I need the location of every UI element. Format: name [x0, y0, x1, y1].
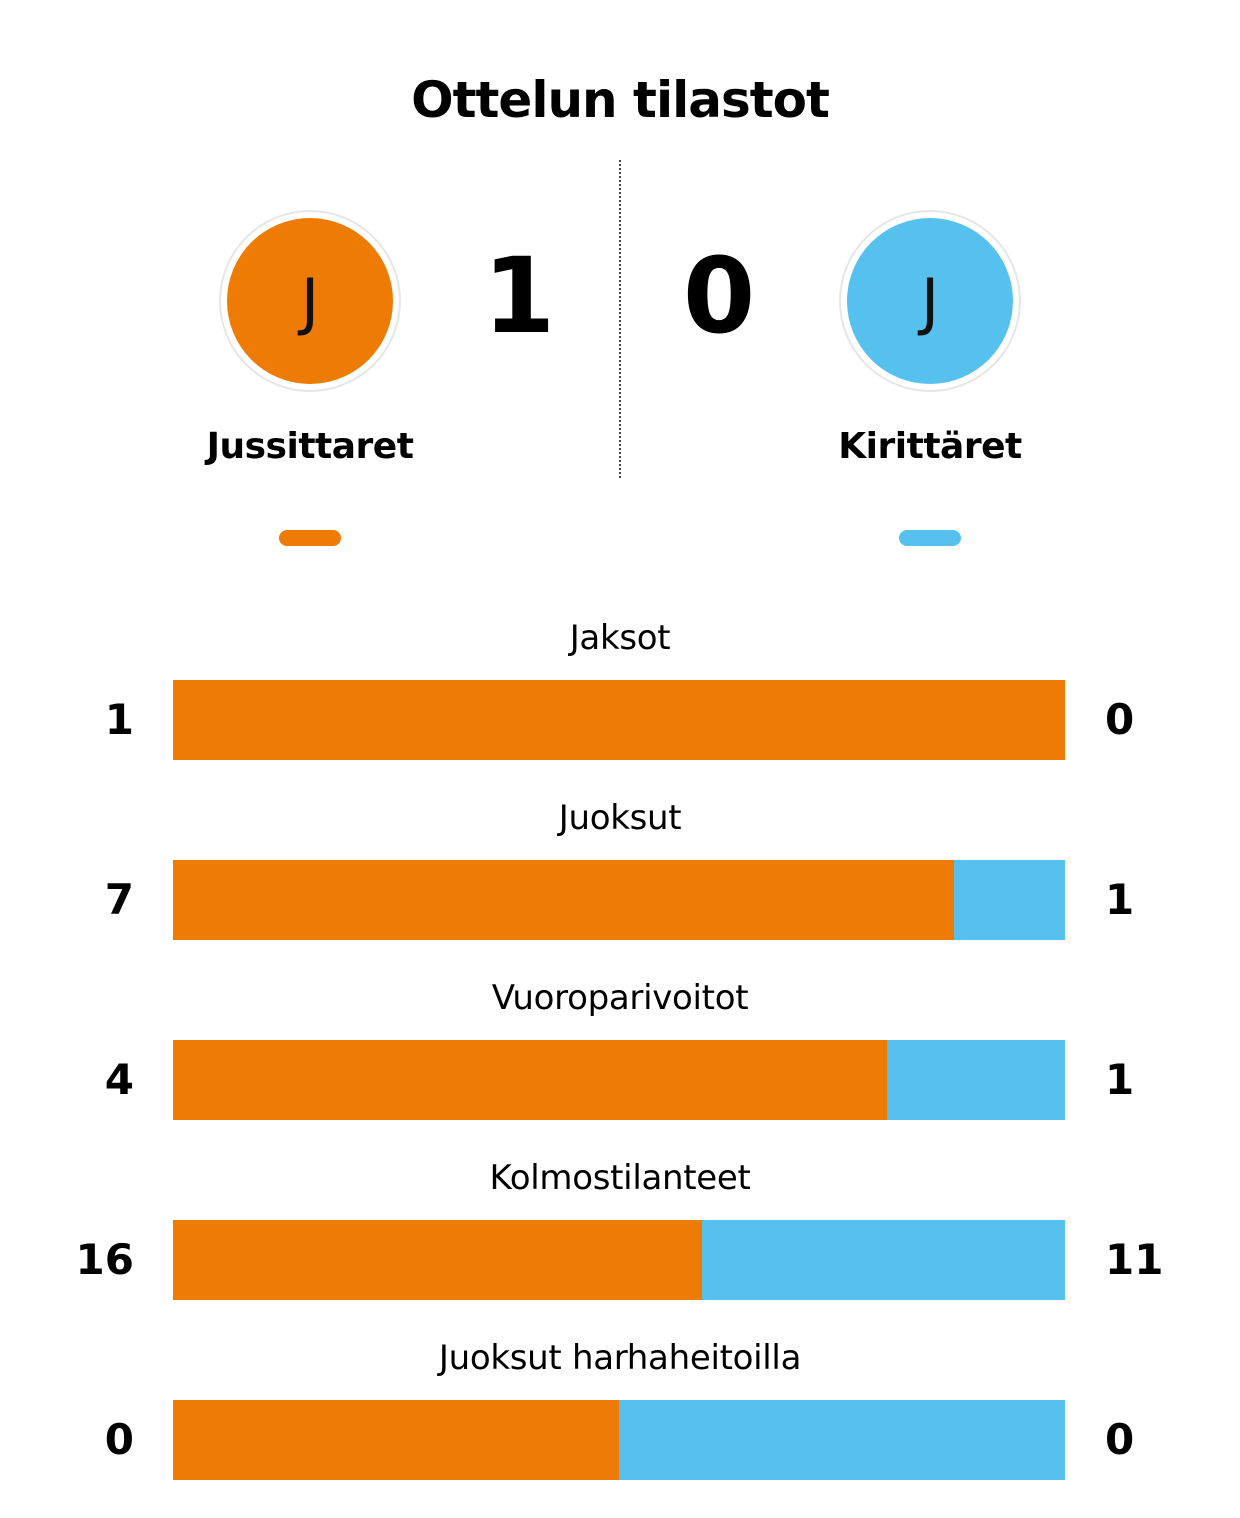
- stat-bar-home-segment: [173, 860, 954, 940]
- stat-label: Vuoroparivoitot: [491, 978, 749, 1018]
- stat-bar-home-segment: [173, 680, 1065, 760]
- stat-label: Juoksut: [558, 798, 682, 838]
- stat-home-value: 0: [104, 1415, 134, 1464]
- stat-bar-home-segment: [173, 1220, 702, 1300]
- stat-row: Juoksut 7 1: [0, 798, 1240, 978]
- stat-home-value: 7: [104, 875, 134, 924]
- away-team-logo: J: [839, 210, 1021, 392]
- home-team-logo: J: [219, 210, 401, 392]
- away-team-color-pill: [899, 530, 961, 546]
- stat-away-value: 1: [1105, 1055, 1135, 1104]
- stat-away-value: 0: [1105, 1415, 1135, 1464]
- home-team-color-pill: [279, 530, 341, 546]
- stat-bar: [173, 1400, 1065, 1480]
- away-team-logo-letter: J: [847, 218, 1013, 384]
- stat-bar-away-segment: [701, 1220, 1065, 1300]
- page-title: Ottelun tilastot: [411, 71, 830, 129]
- stat-home-value: 16: [75, 1235, 134, 1284]
- away-score: 0: [682, 235, 756, 357]
- stat-label: Jaksot: [569, 618, 671, 658]
- stat-bar-away-segment: [953, 860, 1065, 940]
- stat-row: Jaksot 1 0: [0, 618, 1240, 798]
- stat-label: Juoksut harhaheitoilla: [438, 1338, 802, 1378]
- stat-away-value: 0: [1105, 695, 1135, 744]
- stat-row: Vuoroparivoitot 4 1: [0, 978, 1240, 1158]
- stat-bar-home-segment: [173, 1040, 887, 1120]
- stat-bar: [173, 1220, 1065, 1300]
- stat-bar: [173, 680, 1065, 760]
- stat-bar-away-segment: [886, 1040, 1065, 1120]
- stat-bar: [173, 1040, 1065, 1120]
- stat-away-value: 11: [1105, 1235, 1164, 1284]
- home-team-logo-letter: J: [227, 218, 393, 384]
- stat-row: Juoksut harhaheitoilla 0 0: [0, 1338, 1240, 1518]
- score-divider: [619, 160, 621, 478]
- stat-home-value: 1: [104, 695, 134, 744]
- stat-bar-away-segment: [619, 1400, 1065, 1480]
- stat-bar: [173, 860, 1065, 940]
- home-team-name: Jussittaret: [206, 426, 414, 467]
- stat-row: Kolmostilanteet 16 11: [0, 1158, 1240, 1338]
- stat-bar-home-segment: [173, 1400, 619, 1480]
- home-score: 1: [482, 235, 556, 357]
- stat-away-value: 1: [1105, 875, 1135, 924]
- away-team-name: Kirittäret: [838, 426, 1022, 467]
- stat-label: Kolmostilanteet: [489, 1158, 751, 1198]
- stat-home-value: 4: [104, 1055, 134, 1104]
